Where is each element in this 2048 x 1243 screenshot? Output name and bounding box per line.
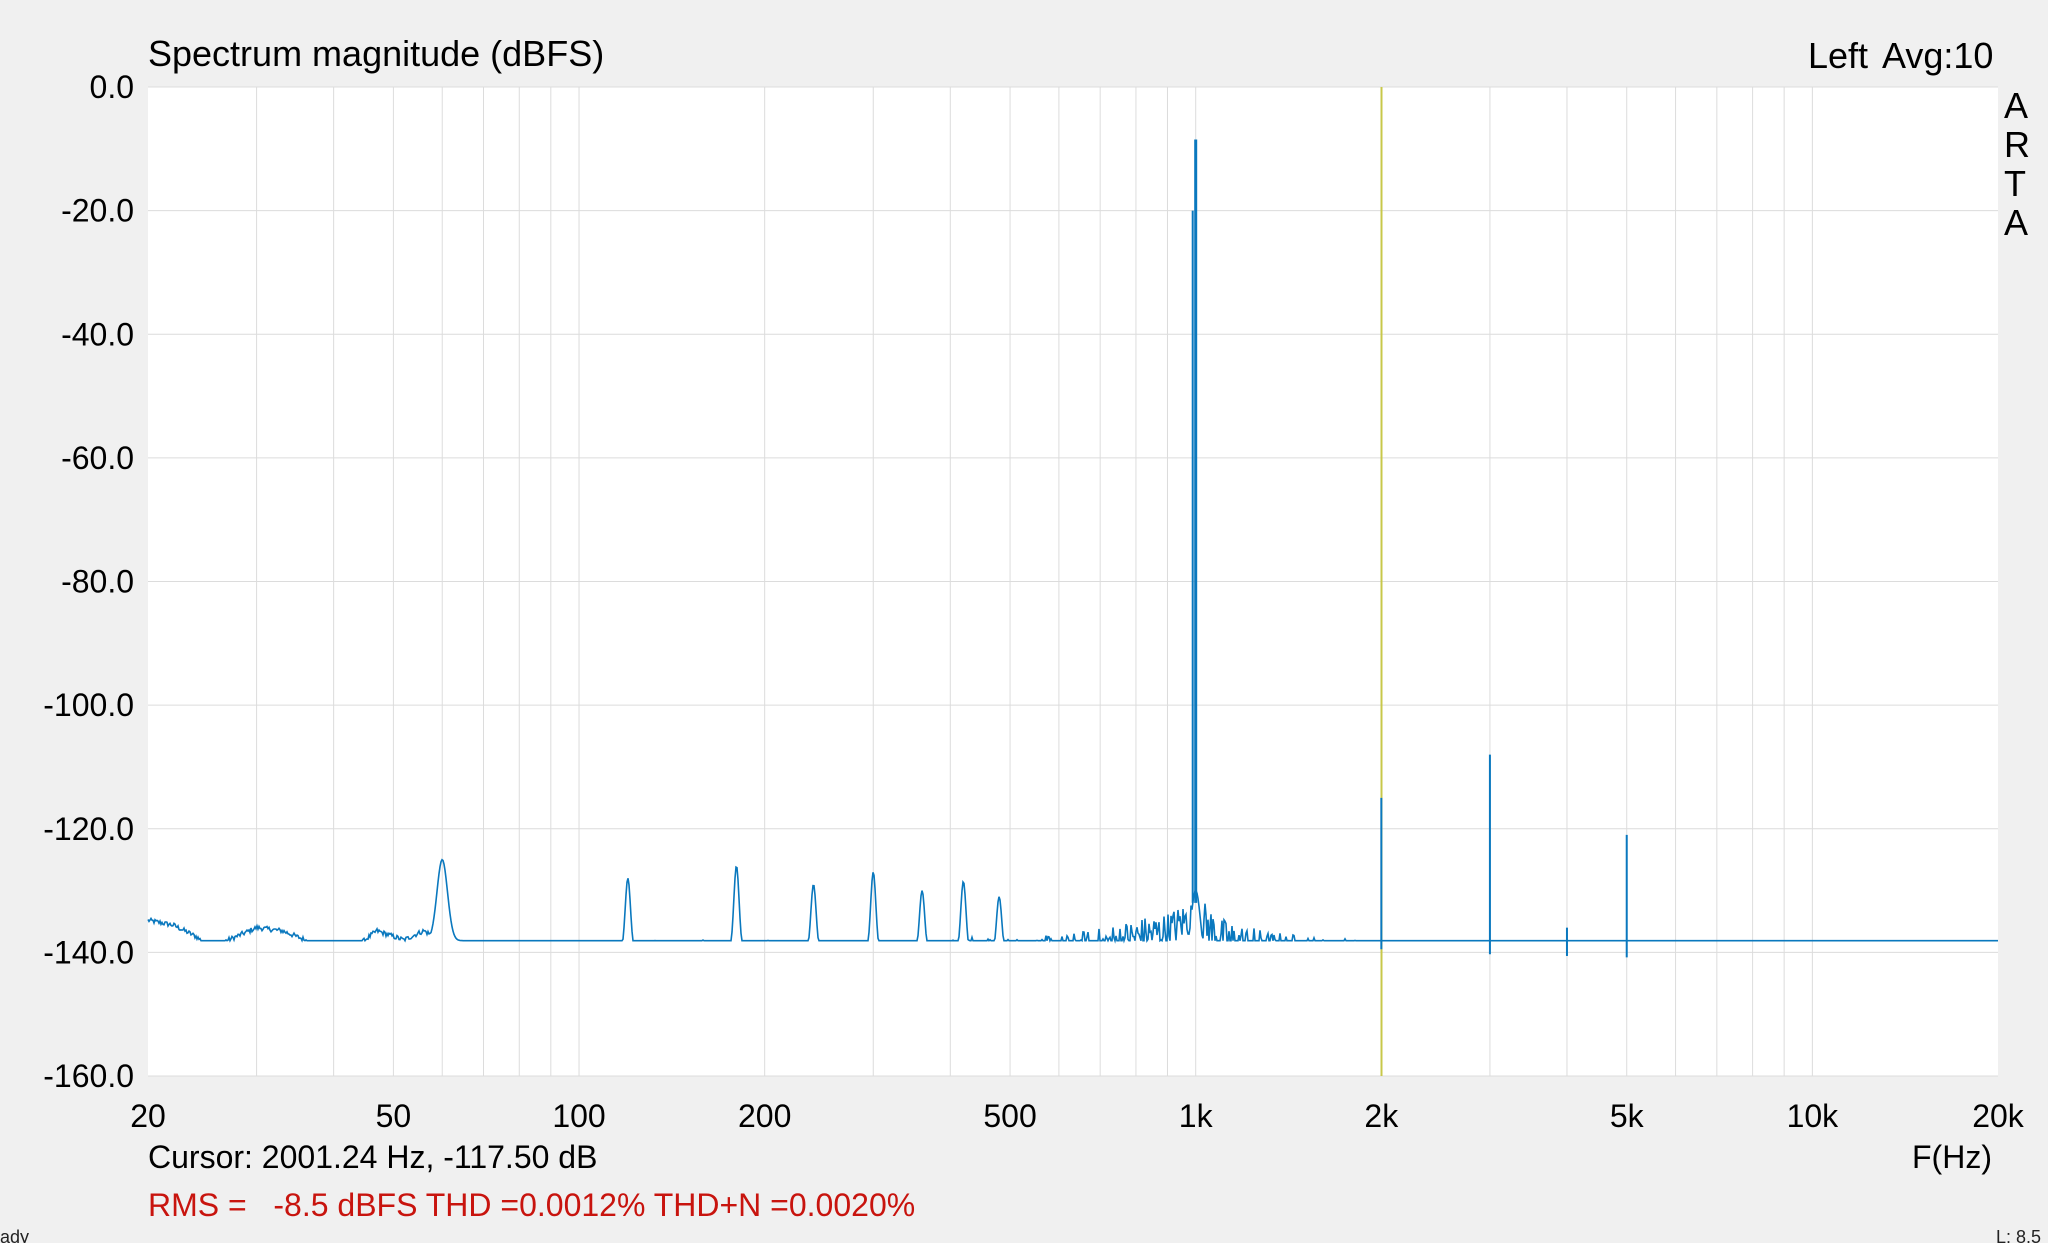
x-tick-label: 500 [983,1098,1036,1134]
spectrum-trace [147,858,1998,944]
chart-title: Spectrum magnitude (dBFS) [148,33,604,74]
averaging-label: Avg:10 [1882,35,1993,76]
grid-lines [148,86,1998,1077]
brand-letter-a2: A [2004,202,2028,243]
brand-letter-a1: A [2004,85,2028,126]
x-tick-label: 5k [1610,1098,1645,1134]
x-tick-label: 10k [1787,1098,1840,1134]
brand-letter-r: R [2004,124,2030,165]
x-tick-label: 50 [376,1098,412,1134]
x-tick-label: 20k [1972,1098,2025,1134]
status-right: L: 8.5 [1996,1227,2041,1243]
harmonic-peaks [1191,139,1628,958]
x-tick-label: 2k [1364,1098,1399,1134]
x-tick-label: 1k [1179,1098,1214,1134]
x-tick-label: 20 [130,1098,166,1134]
channel-label: Left [1808,35,1868,76]
brand-letter-t: T [2004,163,2026,204]
y-tick-label: -80.0 [61,564,134,600]
y-tick-label: -140.0 [43,934,134,970]
y-tick-label: -100.0 [43,687,134,723]
y-tick-label: -160.0 [43,1058,134,1094]
y-tick-labels: 0.0 -20.0 -40.0 -60.0 -80.0 -100.0 -120.0 -140.… [43,69,134,1094]
status-left: ady [0,1227,29,1243]
y-tick-label: -60.0 [61,440,134,476]
x-tick-labels: 20 50 100 200 500 1k 2k 5k 10k 20k [130,1098,2025,1134]
y-tick-label: -20.0 [61,193,134,229]
x-axis-label: F(Hz) [1912,1139,1992,1175]
y-tick-label: -40.0 [61,316,134,352]
x-tick-label: 100 [552,1098,605,1134]
cursor-readout: Cursor: 2001.24 Hz, -117.50 dB [148,1139,597,1175]
x-tick-label: 200 [738,1098,791,1134]
rms-thd-readout: RMS = -8.5 dBFS THD =0.0012% THD+N =0.00… [148,1187,915,1223]
y-tick-label: -120.0 [43,811,134,847]
y-tick-label: 0.0 [90,69,134,105]
